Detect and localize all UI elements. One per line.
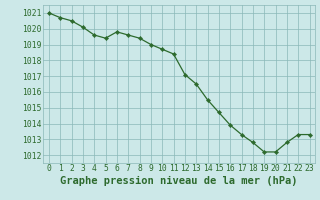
- X-axis label: Graphe pression niveau de la mer (hPa): Graphe pression niveau de la mer (hPa): [60, 176, 298, 186]
